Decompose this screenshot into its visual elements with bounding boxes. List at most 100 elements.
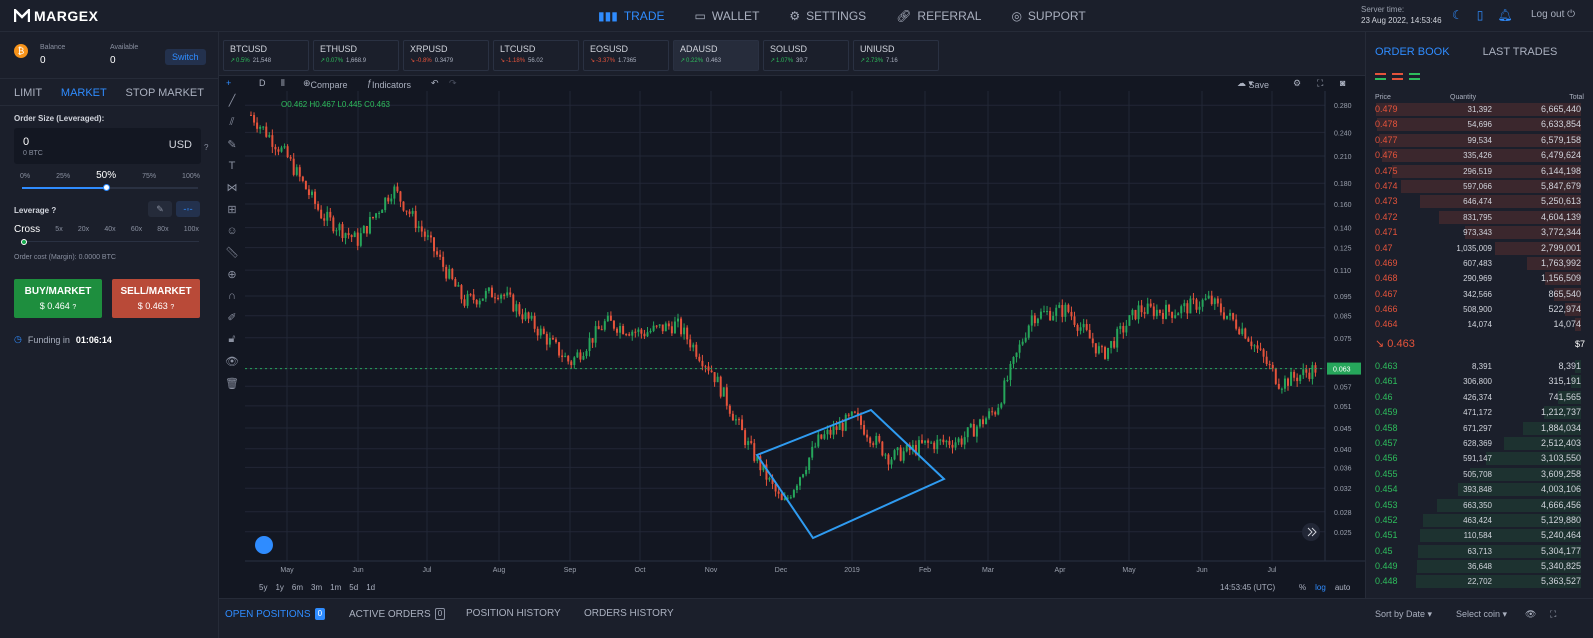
bids-only-icon[interactable] [1409, 73, 1420, 80]
tab-active-orders[interactable]: ACTIVE ORDERS 0 [349, 608, 446, 620]
ruler-icon[interactable]: 📏︎ [225, 247, 239, 259]
ticker-btcusd[interactable]: BTCUSD ↗0.5% 21,548 [223, 40, 309, 71]
tab-limit[interactable]: LIMIT [14, 87, 43, 99]
orderbook-row[interactable]: 0.468 290,969 1,156,509 [1366, 271, 1593, 286]
log-scale[interactable]: log [1315, 583, 1326, 592]
leverage-help-icon[interactable]: ? [51, 206, 57, 215]
logout-button[interactable]: Log out ⏻ [1531, 9, 1575, 20]
eye-icon[interactable]: 👁︎ [225, 356, 239, 368]
bell-icon[interactable]: 🔔︎ [1497, 8, 1513, 22]
orderbook-row[interactable]: 0.473 646,474 5,250,613 [1366, 194, 1593, 209]
pct-50[interactable]: 50% [96, 170, 117, 181]
size-slider[interactable] [22, 184, 198, 191]
sell-market-button[interactable]: SELL/MARKET $ 0.463 ? [112, 279, 200, 318]
orderbook-row[interactable]: 0.459 471,172 1,212,737 [1366, 405, 1593, 420]
orderbook-row[interactable]: 0.466 508,900 522,974 [1366, 302, 1593, 317]
orderbook-row[interactable]: 0.479 31,392 6,665,440 [1366, 102, 1593, 117]
pct-100[interactable]: 100% [182, 173, 200, 180]
cloud-sync-icon[interactable] [255, 536, 273, 554]
lock-drawing-icon[interactable]: ✐ [227, 312, 237, 324]
nav-trade[interactable]: ▮▮▮ TRADE [598, 9, 664, 23]
leverage-cross[interactable]: Cross [14, 224, 41, 235]
moon-icon[interactable]: ☾ [1452, 8, 1463, 22]
ticker-solusd[interactable]: SOLUSD ↗1.07% 39.7 [763, 40, 849, 71]
orderbook-row[interactable]: 0.472 831,795 4,604,139 [1366, 210, 1593, 225]
text-tool-icon[interactable]: T [228, 160, 236, 172]
orderbook-row[interactable]: 0.475 296,519 6,144,198 [1366, 164, 1593, 179]
trash-icon[interactable]: 🗑︎ [225, 378, 239, 390]
leverage-60x[interactable]: 60x [130, 226, 143, 233]
sort-dropdown[interactable]: Sort by Date ▾ [1375, 609, 1433, 619]
slider-mode-icon[interactable]: -◦- [176, 201, 200, 217]
orderbook-row[interactable]: 0.458 671,297 1,884,034 [1366, 421, 1593, 436]
indicators-button[interactable]: ƒ Indicators [367, 78, 412, 90]
snapshot-icon[interactable]: ◙ [1340, 78, 1346, 88]
buy-help-icon[interactable]: ? [72, 304, 77, 311]
mobile-icon[interactable]: ▯ [1476, 8, 1484, 22]
asks-only-icon[interactable] [1392, 73, 1403, 80]
period-1m[interactable]: 1m [330, 583, 342, 592]
nav-settings[interactable]: ⚙ SETTINGS [789, 9, 866, 23]
order-size-help-icon[interactable]: ? [204, 143, 209, 152]
orderbook-row[interactable]: 0.478 54,696 6,633,854 [1366, 117, 1593, 132]
period-6m[interactable]: 6m [291, 583, 304, 592]
buy-market-button[interactable]: BUY/MARKET $ 0.464 ? [14, 279, 102, 318]
fullscreen-icon[interactable]: ⛶ [1317, 78, 1324, 88]
orderbook-row[interactable]: 0.47 1,035,009 2,799,001 [1366, 241, 1593, 256]
orderbook-row[interactable]: 0.467 342,566 865,540 [1366, 287, 1593, 302]
orderbook-row[interactable]: 0.469 607,483 1,763,992 [1366, 256, 1593, 271]
fib-icon[interactable]: ⫽ [229, 116, 235, 128]
tab-position-history[interactable]: POSITION HISTORY [466, 608, 561, 619]
period-3m[interactable]: 3m [311, 583, 323, 592]
orderbook-row[interactable]: 0.455 505,708 3,609,258 [1366, 467, 1593, 482]
select-coin-dropdown[interactable]: Select coin ▾ [1456, 609, 1508, 619]
leverage-slider-track[interactable] [27, 241, 199, 242]
period-5y[interactable]: 5y [259, 583, 268, 592]
tab-stop-market[interactable]: STOP MARKET [125, 87, 204, 99]
both-sides-icon[interactable] [1375, 73, 1386, 80]
leverage-80x[interactable]: 80x [157, 226, 169, 233]
pct-0[interactable]: 0% [20, 173, 31, 180]
pct-25[interactable]: 25% [56, 173, 71, 180]
ticker-ltcusd[interactable]: LTCUSD ↘-1.18% 56.02 [493, 40, 579, 71]
sell-help-icon[interactable]: ? [170, 304, 175, 311]
orderbook-row[interactable]: 0.448 22,702 5,363,527 [1366, 574, 1593, 589]
tab-open-positions[interactable]: OPEN POSITIONS 0 [225, 608, 326, 620]
scroll-right-icon[interactable] [1302, 523, 1320, 541]
hide-icon[interactable]: 👁︎ [1525, 609, 1537, 619]
brush-icon[interactable]: ✎ [227, 139, 237, 151]
nav-referral[interactable]: 🔗︎ REFERRAL [896, 9, 981, 23]
diamond-pattern-drawing[interactable] [755, 408, 946, 540]
orderbook-row[interactable]: 0.461 306,800 315,191 [1366, 374, 1593, 389]
orderbook-row[interactable]: 0.476 335,426 6,479,624 [1366, 148, 1593, 163]
undo-icon[interactable]: ↶ [431, 78, 439, 88]
percent-scale[interactable]: % [1299, 583, 1307, 592]
orderbook-row[interactable]: 0.477 99,534 6,579,158 [1366, 133, 1593, 148]
period-1y[interactable]: 1y [275, 583, 284, 592]
auto-scale[interactable]: auto [1334, 583, 1351, 592]
emoji-icon[interactable]: ☺ [226, 225, 238, 237]
prediction-icon[interactable]: ⊞ [227, 204, 237, 216]
orderbook-row[interactable]: 0.453 663,350 4,666,456 [1366, 498, 1593, 513]
ticker-ethusd[interactable]: ETHUSD ↗0.07% 1,668.9 [313, 40, 399, 71]
orderbook-row[interactable]: 0.451 110,584 5,240,464 [1366, 528, 1593, 543]
orderbook-row[interactable]: 0.457 628,369 2,512,403 [1366, 436, 1593, 451]
lock-icon[interactable]: 🔓︎ [228, 333, 236, 345]
pencil-icon[interactable]: ✎ [148, 201, 172, 217]
nav-wallet[interactable]: ▭ WALLET [694, 9, 759, 23]
trend-line-icon[interactable]: ╱ [228, 95, 236, 107]
redo-icon[interactable]: ↷ [449, 78, 457, 88]
magnet-icon[interactable]: ∩ [228, 290, 236, 302]
expand-icon[interactable]: ⛶ [1550, 609, 1557, 619]
period-5d[interactable]: 5d [349, 583, 359, 592]
chart-settings-icon[interactable]: ⚙ [1293, 78, 1302, 88]
price-chart[interactable]: 0.280 0.240 0.210 0.180 0.160 0.140 0.125 0.110… [245, 91, 1365, 577]
orderbook-row[interactable]: 0.456 591,147 3,103,550 [1366, 451, 1593, 466]
ticker-uniusd[interactable]: UNIUSD ↗2.73% 7.16 [853, 40, 939, 71]
margex-logo[interactable]: MARGEX [14, 8, 98, 24]
crosshair-icon[interactable]: + [226, 78, 232, 88]
save-button[interactable]: ☁ Save ▾ [1237, 78, 1270, 90]
orderbook-row[interactable]: 0.45 63,713 5,304,177 [1366, 544, 1593, 559]
ticker-adausd[interactable]: ADAUSD ↗0.22% 0.463 [673, 40, 759, 71]
orderbook-row[interactable]: 0.449 36,648 5,340,825 [1366, 559, 1593, 574]
